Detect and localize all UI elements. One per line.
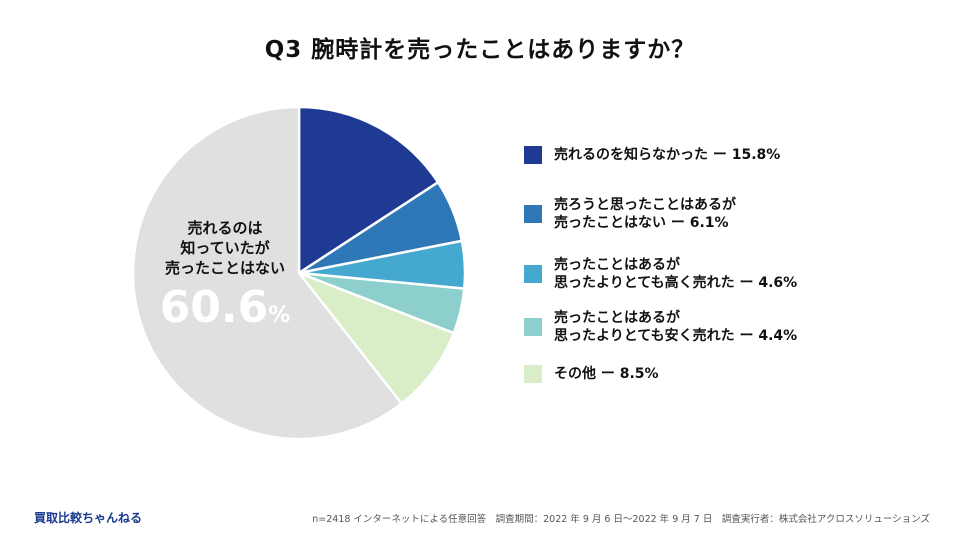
- legend-text-line: 売ったことはない ー 6.1%: [554, 215, 729, 231]
- legend-text: その他 ー 8.5%: [554, 365, 659, 383]
- legend-swatch: [524, 205, 542, 223]
- legend-text-line: その他 ー 8.5%: [554, 366, 659, 382]
- largest-slice-value-unit: %: [268, 303, 291, 328]
- legend-text-line: 思ったよりとても安く売れた ー 4.4%: [554, 328, 798, 344]
- survey-footnote: n=2418 インターネットによる任意回答 調査期間：2022 年 9 月 6 …: [312, 514, 930, 525]
- legend-text-line: 売ったことはあるが: [554, 257, 680, 273]
- largest-slice-label-line-2: 知っていたが: [180, 239, 270, 257]
- legend-item: その他 ー 8.5%: [524, 365, 659, 383]
- legend-text-line: 売れるのを知らなかった ー 15.8%: [554, 147, 781, 163]
- legend-swatch: [524, 365, 542, 383]
- legend-swatch: [524, 265, 542, 283]
- largest-slice-value: 60.6%: [140, 284, 310, 340]
- pie-slice: [131, 105, 404, 441]
- legend-text: 売ろうと思ったことはあるが 売ったことはない ー 6.1%: [554, 196, 736, 232]
- pie-slice: [295, 270, 456, 406]
- largest-slice-value-number: 60.6: [159, 282, 269, 333]
- largest-slice-label-line-1: 売れるのは: [187, 219, 263, 237]
- legend-item: 売ったことはあるが 思ったよりとても安く売れた ー 4.4%: [524, 309, 797, 345]
- legend-item: 売ろうと思ったことはあるが 売ったことはない ー 6.1%: [524, 196, 736, 232]
- legend-item: 売ったことはあるが 思ったよりとても高く売れた ー 4.6%: [524, 256, 797, 292]
- legend-swatch: [524, 146, 542, 164]
- legend-text-line: 思ったよりとても高く売れた ー 4.6%: [554, 275, 798, 291]
- brand-logo-text: 買取比較ちゃんねる: [34, 511, 143, 525]
- legend-text-line: 売ったことはあるが: [554, 310, 680, 326]
- largest-slice-label: 売れるのは 知っていたが 売ったことはない 60.6%: [140, 218, 310, 340]
- legend-text: 売れるのを知らなかった ー 15.8%: [554, 146, 780, 164]
- legend-text: 売ったことはあるが 思ったよりとても高く売れた ー 4.6%: [554, 256, 797, 292]
- largest-slice-label-line-3: 売ったことはない: [164, 259, 285, 277]
- pie-slice: [297, 105, 440, 276]
- legend-text-line: 売ろうと思ったことはあるが: [554, 197, 736, 213]
- chart-title: Q3 腕時計を売ったことはありますか？: [264, 37, 696, 63]
- legend-swatch: [524, 318, 542, 336]
- legend-text: 売ったことはあるが 思ったよりとても安く売れた ー 4.4%: [554, 309, 797, 345]
- legend-item: 売れるのを知らなかった ー 15.8%: [524, 146, 780, 164]
